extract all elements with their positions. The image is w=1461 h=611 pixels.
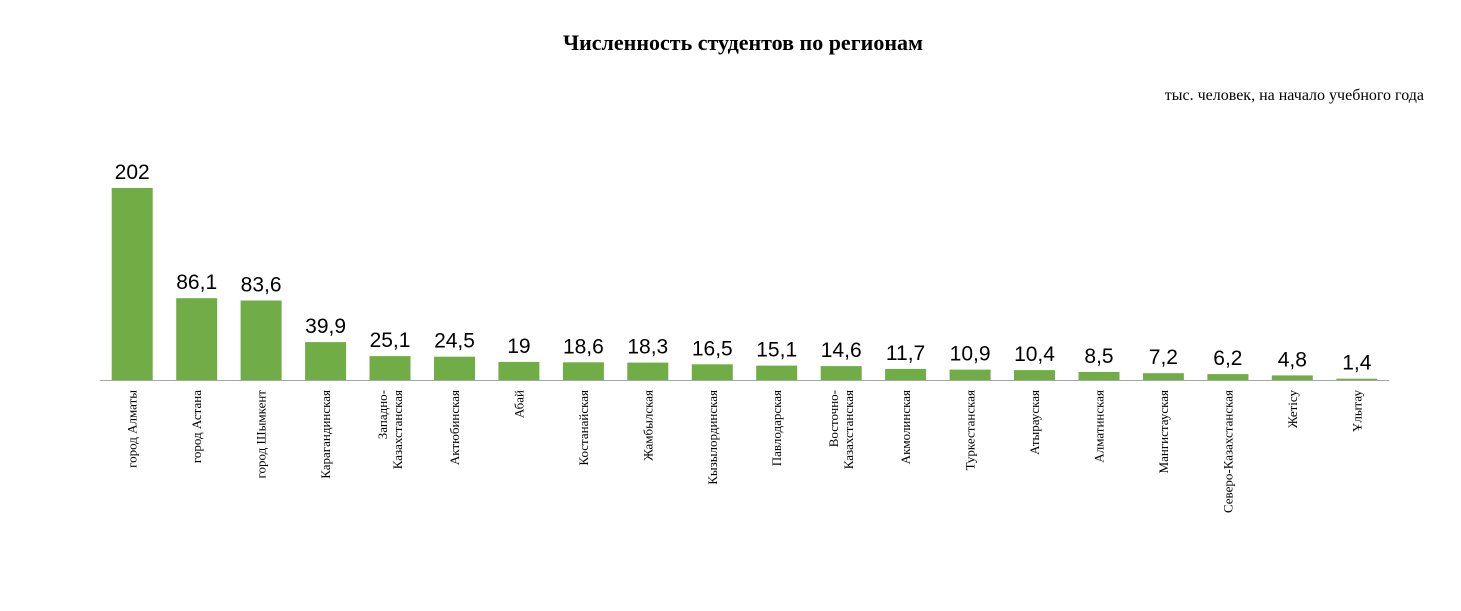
x-tick-label-group: Атырауская — [1027, 390, 1042, 455]
x-tick-label: город Алматы — [125, 390, 140, 468]
bar-value-label: 19 — [507, 335, 530, 358]
bar-value-label: 25,1 — [370, 329, 411, 352]
chart-title: Численность студентов по регионам — [563, 30, 923, 55]
bar-value-label: 6,2 — [1213, 347, 1242, 370]
x-tick-label-group: Жамбылская — [640, 390, 655, 461]
x-tick-label-group: Кызылординская — [705, 390, 720, 485]
value-labels-layer: 202 86,1 83,6 39,9 25,1 24,5 19 18,6 18,3 16,5 15,… — [115, 161, 1372, 375]
bar — [949, 369, 991, 380]
x-tick-label: Акмолинская — [898, 390, 913, 464]
x-tick-label: Жетісу — [1285, 390, 1300, 429]
x-tick-label-group: город Шымкент — [254, 390, 269, 479]
x-tick-label: Казахстанская — [841, 390, 856, 469]
bar — [1336, 378, 1378, 380]
x-tick-label: Алматинская — [1092, 390, 1107, 463]
bar-value-label: 86,1 — [176, 271, 217, 294]
x-tick-label: Павлодарская — [769, 390, 784, 466]
x-tick-label-group: Жетісу — [1285, 390, 1300, 429]
bars-layer — [111, 188, 1378, 380]
x-tick-label: Мангистауская — [1156, 390, 1171, 473]
bar — [498, 361, 540, 380]
bar — [627, 362, 669, 380]
bar-value-label: 24,5 — [434, 330, 475, 353]
bar-value-label: 4,8 — [1278, 348, 1307, 371]
bar — [1207, 374, 1249, 380]
x-tick-label-group: Карагандинская — [318, 390, 333, 479]
x-tick-label-group: Мангистауская — [1156, 390, 1171, 473]
bar — [1014, 370, 1055, 380]
bar — [1078, 371, 1120, 380]
x-tick-label-group: Туркестанская — [963, 390, 978, 470]
bar — [691, 364, 733, 380]
x-tick-label-group: город Астана — [189, 390, 204, 463]
x-tick-label: Казахстанская — [390, 390, 405, 469]
x-tick-label: Жамбылская — [640, 390, 655, 461]
x-tick-label-group: Ұлытау — [1349, 390, 1364, 433]
x-tick-label: Туркестанская — [963, 390, 978, 470]
bar — [756, 365, 798, 380]
bar-value-label: 202 — [115, 161, 150, 184]
x-tick-label: Абай — [511, 390, 526, 418]
x-tick-label: Восточно- — [826, 390, 841, 447]
bar — [176, 298, 218, 380]
bar — [562, 362, 604, 380]
x-tick-label: Костанайская — [576, 390, 591, 466]
bar — [1271, 375, 1313, 380]
x-tick-label: Северо-Казахстанская — [1220, 390, 1235, 513]
tick-labels-layer: город Алматы город Астана город Шымкент Кар… — [125, 390, 1365, 514]
bar-value-label: 15,1 — [756, 339, 797, 362]
bar — [820, 366, 862, 380]
bar — [434, 356, 475, 380]
x-tick-label-group: Актюбинская — [447, 390, 462, 465]
x-tick-label: город Шымкент — [254, 390, 269, 479]
bar-value-label: 10,4 — [1014, 343, 1055, 366]
x-tick-label: город Астана — [189, 390, 204, 463]
x-tick-label: Карагандинская — [318, 390, 333, 479]
bar-value-label: 14,6 — [821, 339, 862, 362]
bar — [885, 368, 927, 380]
bar-value-label: 18,6 — [563, 335, 604, 358]
bar — [305, 342, 347, 380]
bar-value-label: 18,3 — [627, 336, 668, 359]
bar-value-label: 39,9 — [305, 315, 346, 338]
x-tick-label: Ұлытау — [1349, 390, 1364, 433]
bar-value-label: 1,4 — [1342, 352, 1372, 375]
bar-value-label: 10,9 — [950, 343, 991, 366]
x-tick-label-group: Акмолинская — [898, 390, 913, 464]
x-tick-label-group: Восточно- Казахстанская — [826, 390, 856, 469]
bar-value-label: 83,6 — [241, 274, 282, 297]
x-tick-label-group: Костанайская — [576, 390, 591, 466]
x-tick-label-group: Алматинская — [1092, 390, 1107, 463]
x-tick-label-group: город Алматы — [125, 390, 140, 468]
x-tick-label: Атырауская — [1027, 390, 1042, 455]
bar — [369, 356, 411, 380]
x-tick-label-group: Северо-Казахстанская — [1220, 390, 1235, 513]
x-tick-label-group: Павлодарская — [769, 390, 784, 466]
x-tick-label: Западно- — [375, 390, 390, 439]
x-tick-label-group: Абай — [511, 390, 526, 418]
bar-value-label: 8,5 — [1084, 345, 1113, 368]
x-tick-label-group: Западно- Казахстанская — [375, 390, 405, 469]
bar — [240, 300, 282, 380]
x-tick-label: Актюбинская — [447, 390, 462, 465]
bar-value-label: 16,5 — [692, 337, 733, 360]
x-tick-label: Кызылординская — [705, 390, 720, 485]
bar-value-label: 11,7 — [886, 342, 925, 365]
bar — [1142, 373, 1184, 380]
bar — [111, 188, 153, 380]
bar-value-label: 7,2 — [1149, 346, 1178, 369]
chart-subtitle: тыс. человек, на начало учебного года — [1165, 87, 1424, 104]
